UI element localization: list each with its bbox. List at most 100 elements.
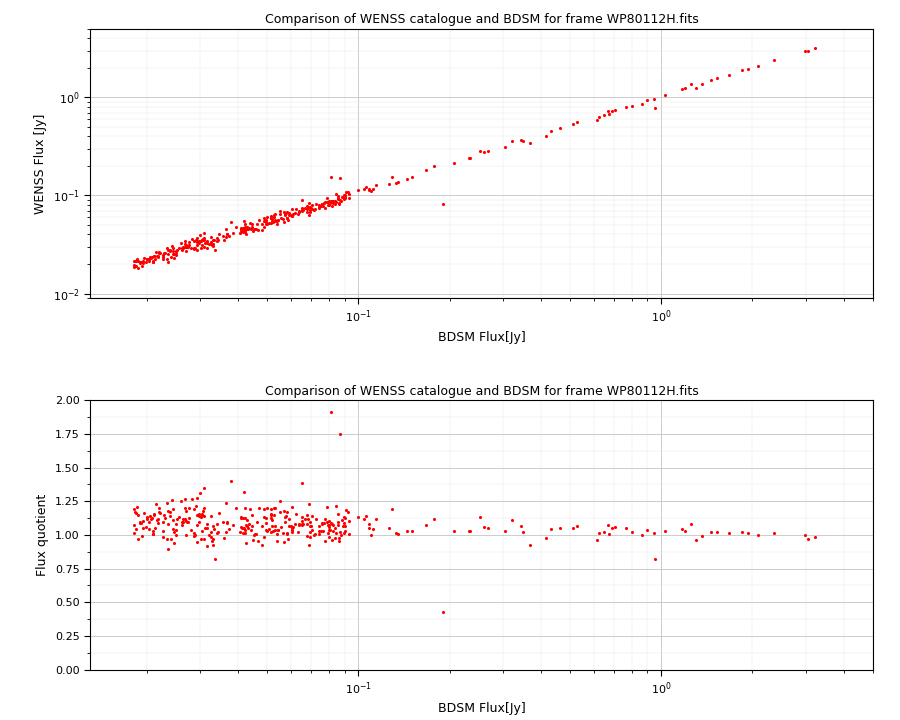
Point	[193, 516, 207, 528]
Point	[322, 199, 337, 211]
Point	[704, 74, 718, 86]
Point	[314, 525, 328, 536]
Point	[259, 502, 274, 513]
Point	[315, 198, 329, 210]
Point	[181, 241, 195, 253]
Point	[538, 533, 553, 544]
Point	[418, 165, 433, 176]
Point	[146, 256, 160, 267]
Point	[722, 69, 736, 81]
Point	[273, 495, 287, 507]
Point	[190, 239, 204, 251]
Point	[198, 237, 212, 248]
Point	[161, 505, 176, 517]
Point	[202, 528, 216, 540]
Point	[326, 526, 340, 537]
Point	[334, 195, 348, 207]
Point	[169, 247, 184, 258]
Point	[159, 534, 174, 545]
Point	[284, 209, 298, 220]
Point	[134, 531, 148, 542]
Point	[294, 518, 309, 530]
Point	[342, 188, 356, 199]
Point	[208, 554, 222, 565]
Point	[203, 531, 218, 542]
Point	[190, 520, 204, 531]
Point	[285, 526, 300, 538]
X-axis label: BDSM Flux[Jy]: BDSM Flux[Jy]	[437, 330, 526, 343]
Point	[145, 512, 159, 523]
Point	[314, 517, 328, 528]
Point	[157, 509, 171, 521]
Point	[282, 513, 296, 525]
Point	[165, 240, 179, 252]
Point	[206, 240, 220, 251]
Point	[320, 192, 334, 203]
Point	[127, 519, 141, 531]
Point	[364, 186, 378, 197]
Y-axis label: Flux quotient: Flux quotient	[36, 494, 50, 576]
Point	[356, 513, 371, 524]
Point	[265, 512, 279, 523]
Point	[292, 518, 307, 530]
Point	[338, 191, 352, 202]
Point	[647, 102, 662, 114]
Point	[634, 98, 649, 109]
Point	[204, 232, 219, 243]
Point	[342, 192, 356, 204]
Point	[241, 222, 256, 233]
Point	[268, 520, 283, 531]
Point	[151, 513, 166, 525]
Point	[446, 158, 461, 169]
Point	[204, 510, 219, 522]
Point	[279, 510, 293, 522]
Point	[278, 511, 293, 523]
Point	[210, 528, 224, 539]
Point	[337, 518, 351, 529]
Point	[797, 530, 812, 541]
Point	[734, 526, 749, 538]
Point	[179, 246, 194, 257]
Point	[168, 246, 183, 257]
Point	[321, 198, 336, 210]
Point	[166, 523, 180, 535]
Point	[186, 243, 201, 255]
Point	[328, 523, 342, 534]
Point	[196, 233, 211, 245]
Point	[149, 514, 164, 526]
Point	[176, 243, 190, 254]
Point	[341, 186, 356, 197]
Point	[278, 210, 293, 221]
Point	[256, 221, 271, 233]
Point	[248, 222, 263, 234]
Point	[195, 526, 210, 537]
Point	[302, 498, 316, 510]
Point	[322, 531, 337, 542]
Point	[304, 521, 319, 532]
Point	[309, 199, 323, 210]
Point	[302, 197, 316, 209]
Point	[767, 527, 781, 539]
Point	[144, 252, 158, 264]
Point	[256, 511, 271, 523]
Point	[590, 534, 604, 546]
Point	[265, 510, 279, 521]
Point	[206, 238, 220, 249]
Point	[405, 171, 419, 183]
Point	[219, 223, 233, 235]
Point	[134, 256, 148, 268]
Point	[337, 189, 351, 201]
Point	[338, 189, 352, 201]
Point	[187, 527, 202, 539]
Point	[163, 506, 177, 518]
Point	[498, 141, 512, 153]
Point	[151, 250, 166, 261]
Point	[149, 498, 164, 509]
Point	[256, 218, 270, 230]
Point	[312, 525, 327, 536]
Point	[311, 202, 326, 214]
Point	[197, 227, 211, 238]
Point	[130, 533, 145, 544]
Point	[268, 214, 283, 225]
Point	[176, 243, 190, 254]
